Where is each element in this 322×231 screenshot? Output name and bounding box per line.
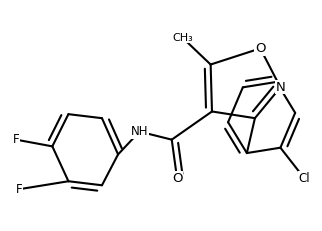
- Text: O: O: [255, 42, 266, 55]
- Text: N: N: [276, 81, 285, 94]
- Text: F: F: [13, 133, 19, 146]
- Text: CH₃: CH₃: [172, 33, 193, 43]
- Text: Cl: Cl: [299, 172, 310, 185]
- Text: F: F: [15, 183, 22, 196]
- Text: NH: NH: [131, 125, 148, 138]
- Text: O: O: [172, 172, 182, 185]
